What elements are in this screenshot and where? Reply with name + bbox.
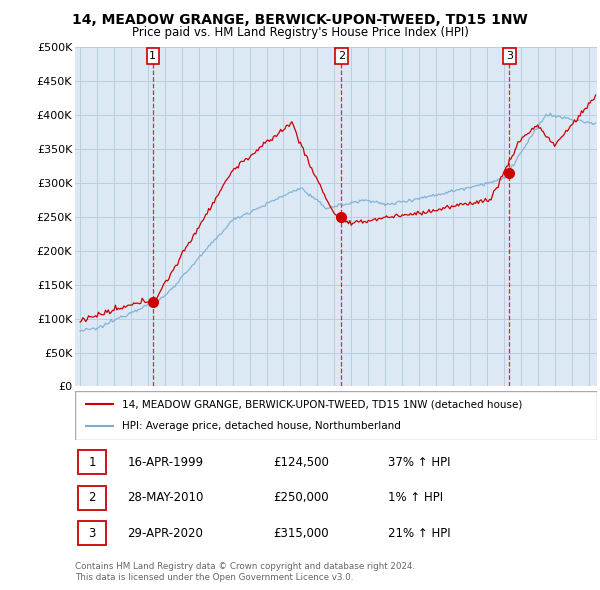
Text: 14, MEADOW GRANGE, BERWICK-UPON-TWEED, TD15 1NW (detached house): 14, MEADOW GRANGE, BERWICK-UPON-TWEED, T… (122, 399, 523, 409)
Text: This data is licensed under the Open Government Licence v3.0.: This data is licensed under the Open Gov… (75, 573, 353, 582)
Text: 21% ↑ HPI: 21% ↑ HPI (388, 527, 451, 540)
Bar (77, 486, 106, 510)
Text: HPI: Average price, detached house, Northumberland: HPI: Average price, detached house, Nort… (122, 421, 401, 431)
Text: 16-APR-1999: 16-APR-1999 (127, 455, 203, 468)
Bar (77, 522, 106, 545)
Text: 3: 3 (88, 527, 95, 540)
Text: 1: 1 (149, 51, 156, 61)
Text: Contains HM Land Registry data © Crown copyright and database right 2024.: Contains HM Land Registry data © Crown c… (75, 562, 415, 571)
Bar (77, 450, 106, 474)
Text: £124,500: £124,500 (274, 455, 329, 468)
Text: 1: 1 (88, 455, 96, 468)
Text: 28-MAY-2010: 28-MAY-2010 (127, 491, 203, 504)
Text: 1% ↑ HPI: 1% ↑ HPI (388, 491, 443, 504)
Text: 2: 2 (338, 51, 345, 61)
Text: 37% ↑ HPI: 37% ↑ HPI (388, 455, 451, 468)
Text: Price paid vs. HM Land Registry's House Price Index (HPI): Price paid vs. HM Land Registry's House … (131, 26, 469, 39)
Text: £250,000: £250,000 (274, 491, 329, 504)
Text: 29-APR-2020: 29-APR-2020 (127, 527, 203, 540)
Text: £315,000: £315,000 (274, 527, 329, 540)
Text: 2: 2 (88, 491, 96, 504)
Text: 3: 3 (506, 51, 513, 61)
Text: 14, MEADOW GRANGE, BERWICK-UPON-TWEED, TD15 1NW: 14, MEADOW GRANGE, BERWICK-UPON-TWEED, T… (72, 13, 528, 27)
